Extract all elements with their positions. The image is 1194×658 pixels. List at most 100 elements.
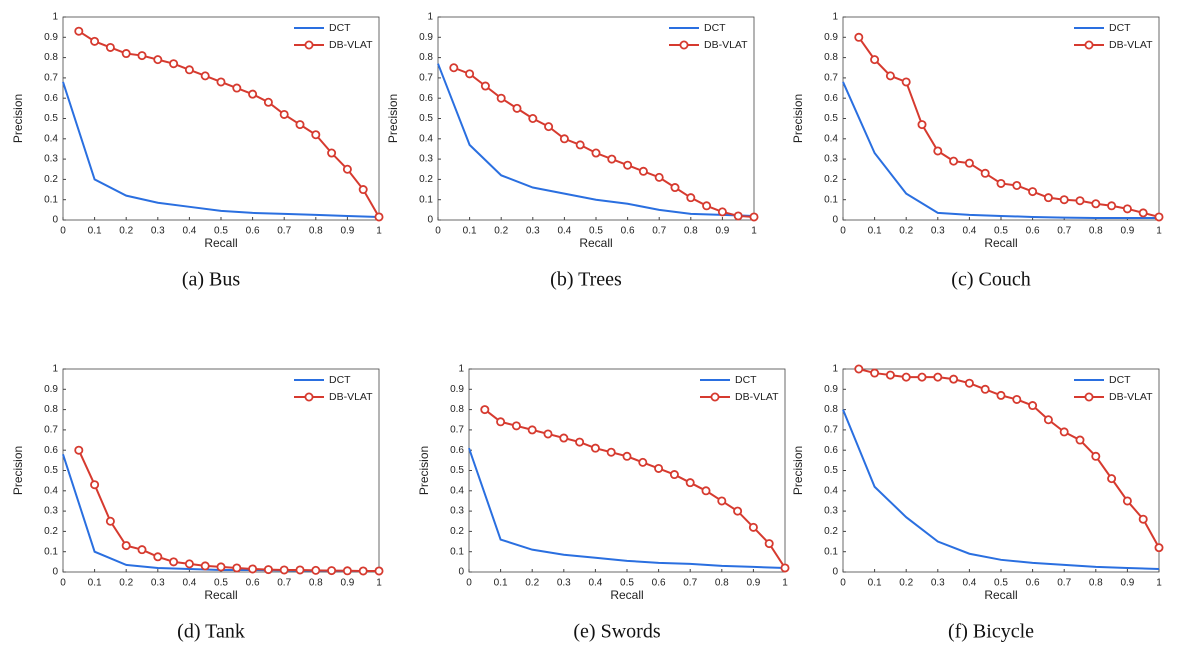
- data-point: [169, 557, 179, 567]
- y-tick-label: 0.2: [824, 526, 838, 537]
- data-point: [622, 451, 632, 461]
- y-tick-label: 0.2: [44, 174, 58, 185]
- y-tick-label: 0.1: [44, 546, 58, 557]
- data-point: [295, 565, 305, 575]
- x-tick-label: 0.7: [277, 226, 291, 237]
- y-tick-label: 0.3: [44, 506, 58, 517]
- subplot: 0 0.1 0.2 0.3 0.4 0.5 0.6 0.7 0.8 0.9 1 0 0.1 0.2 0.3 0…: [417, 364, 790, 643]
- data-point: [1028, 187, 1038, 197]
- y-tick-label: 0.8: [450, 404, 464, 415]
- data-point: [528, 114, 538, 124]
- data-point: [748, 522, 758, 532]
- x-tick-label: 0.8: [309, 578, 323, 589]
- y-tick-label: 0.2: [450, 526, 464, 537]
- y-tick-label: 0.4: [44, 133, 58, 144]
- data-point: [1043, 415, 1053, 425]
- x-tick-label: 0.4: [182, 578, 196, 589]
- data-point: [279, 109, 289, 119]
- y-tick-label: 0.2: [419, 174, 433, 185]
- y-tick-label: 0.3: [824, 506, 838, 517]
- data-point: [686, 193, 696, 203]
- data-point: [1028, 401, 1038, 411]
- legend-label: DB-VLAT: [1109, 391, 1153, 403]
- series-line: [77, 449, 379, 572]
- data-point: [327, 566, 337, 576]
- data-point: [654, 172, 664, 182]
- data-point: [74, 445, 84, 455]
- subplot: 0 0.1 0.2 0.3 0.4 0.5 0.6 0.7 0.8 0.9 1 0 0.1 0.2 0.3 0…: [386, 12, 759, 291]
- series-line: [842, 81, 1159, 219]
- y-tick-label: 0.6: [419, 93, 433, 104]
- x-axis-label: Recall: [610, 588, 643, 602]
- subplot: 0 0.1 0.2 0.3 0.4 0.5 0.6 0.7 0.8 0.9 1 0 0.1 0.2 0.3 0…: [791, 364, 1164, 643]
- x-tick-label: 0.3: [557, 578, 571, 589]
- x-tick-label: 0.3: [151, 226, 165, 237]
- data-point: [575, 437, 585, 447]
- data-point: [885, 370, 895, 380]
- data-point: [279, 565, 289, 575]
- legend-marker: [304, 392, 314, 402]
- subplot: 0 0.1 0.2 0.3 0.4 0.5 0.6 0.7 0.8 0.9 1 0 0.1 0.2 0.3 0…: [11, 364, 384, 643]
- data-point: [216, 77, 226, 87]
- legend-label: DB-VLAT: [1109, 39, 1153, 51]
- data-point: [638, 457, 648, 467]
- legend-marker: [1084, 392, 1094, 402]
- data-point: [1075, 196, 1085, 206]
- x-tick-label: 0.1: [494, 578, 508, 589]
- legend-marker: [1084, 40, 1094, 50]
- data-point: [1122, 496, 1132, 506]
- data-point: [105, 42, 115, 52]
- data-point: [870, 368, 880, 378]
- x-tick-label: 0.3: [931, 578, 945, 589]
- y-tick-label: 0.6: [44, 93, 58, 104]
- caption: (b) Trees: [550, 269, 622, 291]
- data-point: [200, 561, 210, 571]
- x-axis-label: Recall: [204, 236, 237, 250]
- data-point: [263, 565, 273, 575]
- y-tick-label: 0.5: [824, 465, 838, 476]
- y-tick-label: 0.6: [824, 93, 838, 104]
- data-point: [654, 463, 664, 473]
- data-point: [327, 148, 337, 158]
- y-tick-label: 0: [832, 215, 838, 226]
- y-tick-label: 0.3: [419, 154, 433, 165]
- y-tick-label: 0.1: [824, 546, 838, 557]
- data-point: [1012, 180, 1022, 190]
- data-point: [901, 77, 911, 87]
- series-line: [62, 81, 380, 218]
- data-point: [1154, 543, 1164, 553]
- data-point: [153, 55, 163, 65]
- x-tick-label: 0.7: [683, 578, 697, 589]
- data-point: [559, 433, 569, 443]
- data-point: [480, 81, 490, 91]
- data-point: [590, 443, 600, 453]
- x-tick-label: 0.5: [620, 578, 634, 589]
- x-tick-label: 0.2: [119, 226, 133, 237]
- x-tick-label: 0.9: [746, 578, 760, 589]
- x-axis-label: Recall: [204, 588, 237, 602]
- data-point: [780, 563, 790, 573]
- data-point: [717, 207, 727, 217]
- data-point: [1075, 435, 1085, 445]
- data-point: [964, 378, 974, 388]
- y-tick-label: 0.4: [44, 485, 58, 496]
- subplot: 0 0.1 0.2 0.3 0.4 0.5 0.6 0.7 0.8 0.9 1 0 0.1 0.2 0.3 0…: [11, 12, 384, 291]
- x-tick-label: 0.2: [525, 578, 539, 589]
- data-point: [670, 183, 680, 193]
- y-tick-label: 0.4: [450, 485, 464, 496]
- data-point: [669, 470, 679, 480]
- data-point: [496, 93, 506, 103]
- data-point: [733, 211, 743, 221]
- data-point: [342, 164, 352, 174]
- y-tick-label: 0: [427, 215, 433, 226]
- data-point: [358, 566, 368, 576]
- x-tick-label: 0.7: [652, 226, 666, 237]
- data-point: [607, 154, 617, 164]
- x-tick-label: 0.7: [277, 578, 291, 589]
- data-point: [90, 36, 100, 46]
- data-point: [1091, 199, 1101, 209]
- data-point: [917, 372, 927, 382]
- y-tick-label: 0.4: [419, 133, 433, 144]
- data-point: [980, 168, 990, 178]
- data-point: [1154, 212, 1164, 222]
